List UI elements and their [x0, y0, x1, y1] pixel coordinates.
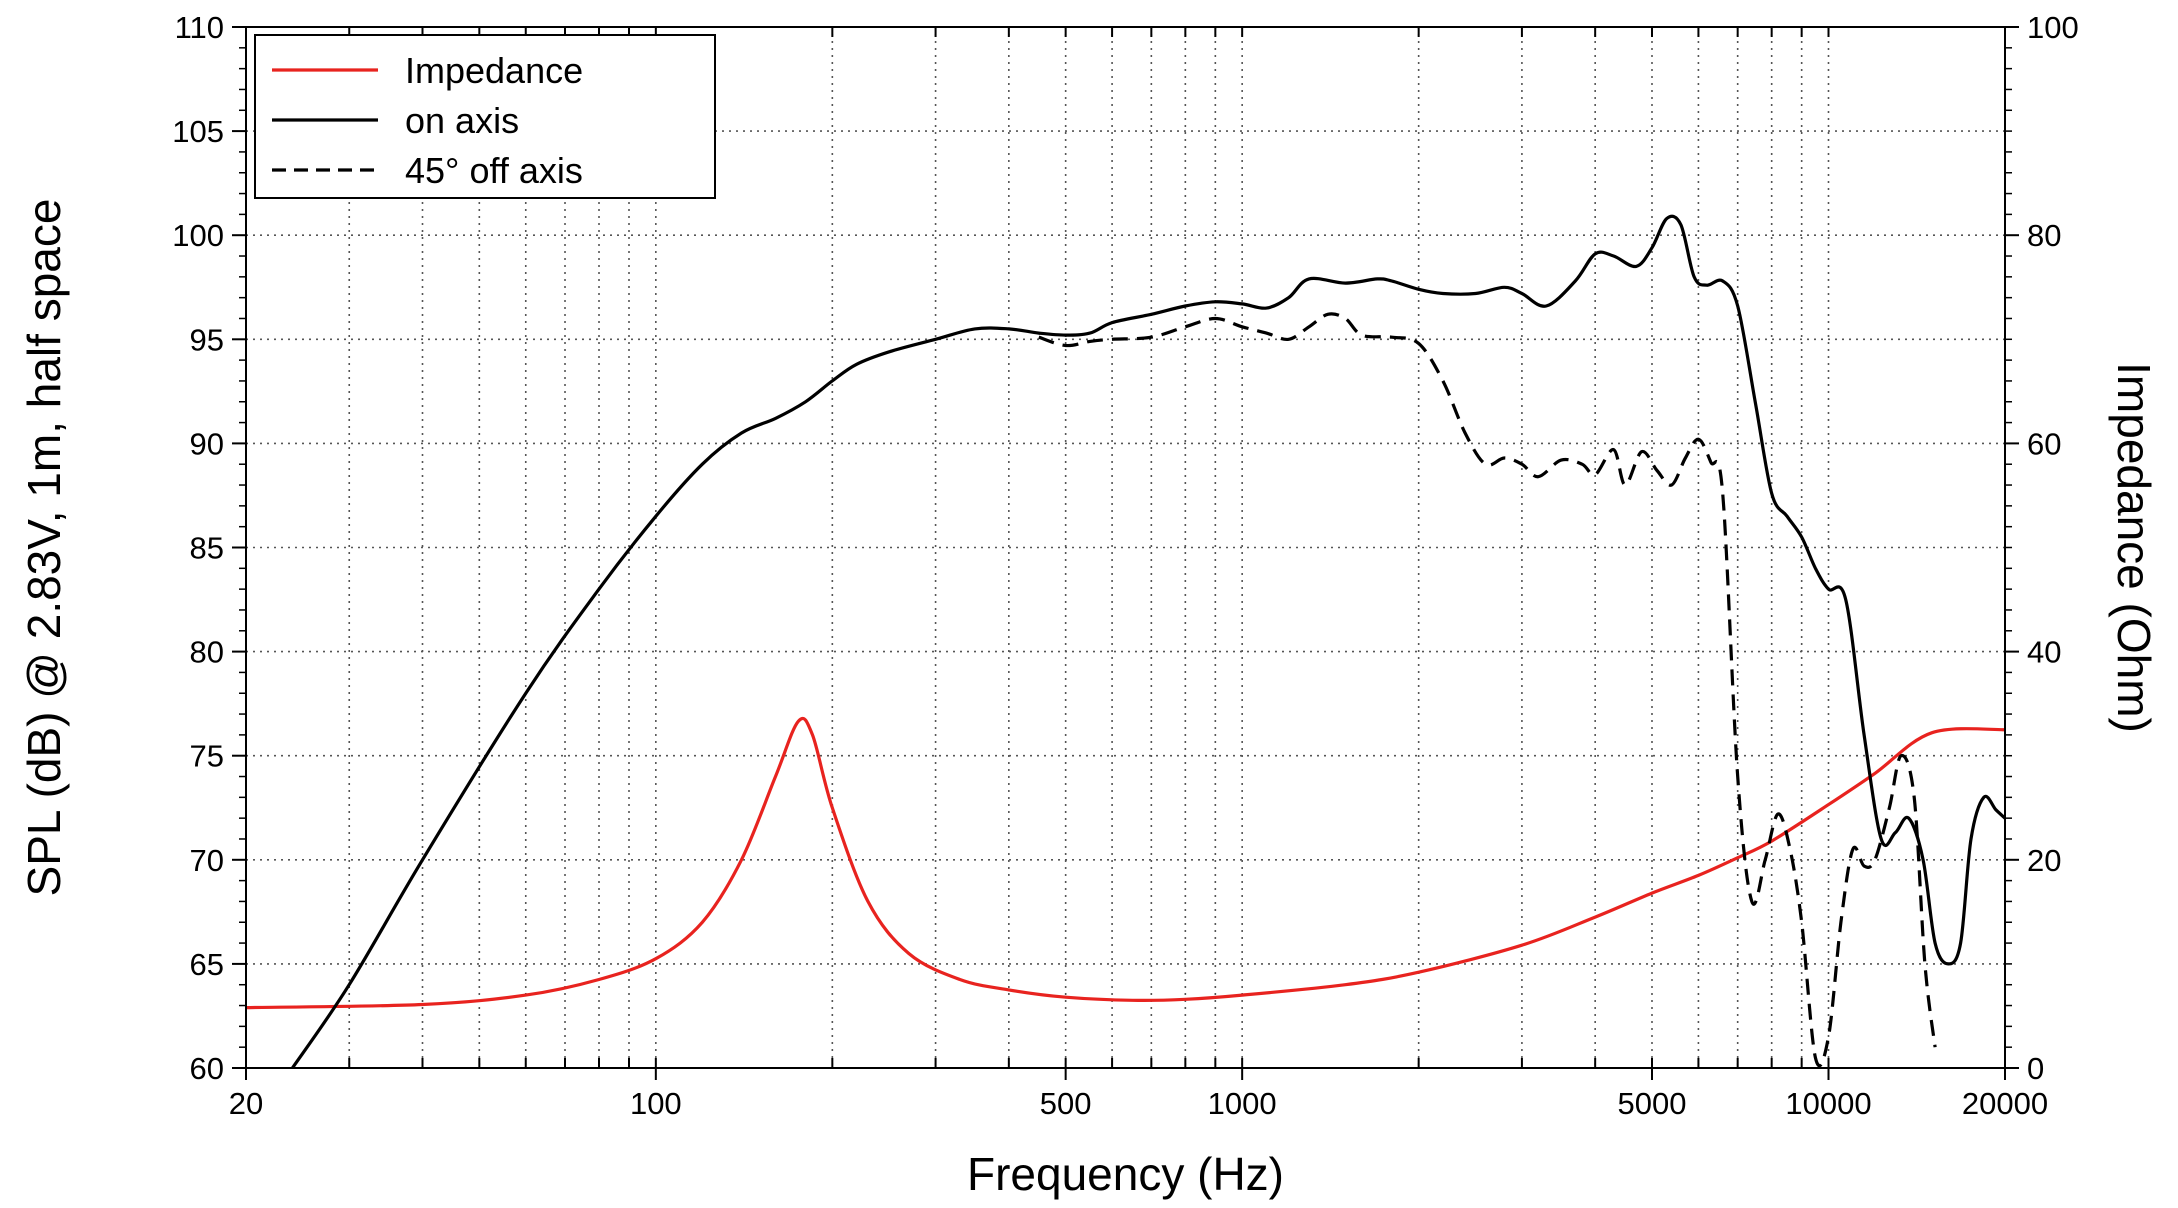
axis-ticks	[232, 26, 2019, 1080]
y-tick-label: 80	[190, 635, 224, 670]
x-tick-label: 5000	[1618, 1086, 1687, 1121]
y2-tick-label: 20	[2027, 843, 2061, 878]
legend: Impedance on axis 45° off axis	[254, 34, 716, 199]
x-tick-label: 1000	[1208, 1086, 1277, 1121]
legend-label-impedance: Impedance	[405, 50, 583, 91]
y-tick-label: 90	[190, 426, 224, 461]
x-tick-label: 20000	[1962, 1086, 2048, 1121]
y2-tick-label: 0	[2027, 1051, 2044, 1086]
y-tick-label: 60	[190, 1051, 224, 1086]
tick-labels: 60 65 70 75 80 85 90 95 100 105 110 0 20 40 60 80 100 20 1…	[172, 10, 2078, 1121]
x-tick-label: 20	[229, 1086, 263, 1121]
x-tick-label: 500	[1040, 1086, 1092, 1121]
y-tick-label: 100	[172, 218, 224, 253]
legend-box	[254, 34, 716, 199]
y-axis-title: SPL (dB) @ 2.83V, 1m, half space	[18, 199, 70, 897]
x-tick-label: 10000	[1785, 1086, 1871, 1121]
y-tick-label: 85	[190, 531, 224, 566]
legend-label-on-axis: on axis	[405, 100, 519, 141]
y2-tick-label: 60	[2027, 426, 2061, 461]
y-tick-label: 75	[190, 739, 224, 774]
legend-label-off-axis: 45° off axis	[405, 150, 583, 191]
y-tick-label: 110	[175, 10, 224, 45]
y2-tick-label: 100	[2027, 10, 2079, 45]
x-axis-title: Frequency (Hz)	[967, 1148, 1284, 1200]
y-tick-label: 65	[190, 947, 224, 982]
y-tick-label: 70	[190, 843, 224, 878]
x-tick-label: 100	[630, 1086, 682, 1121]
series-line-impedance	[246, 716, 2005, 1010]
series-line-on-axis	[291, 214, 2005, 1068]
y2-axis-title: Impedance (Ohm)	[2108, 362, 2160, 733]
y-tick-label: 95	[190, 322, 224, 357]
y2-tick-label: 80	[2027, 218, 2061, 253]
series-lines	[246, 214, 2005, 1068]
y2-tick-label: 40	[2027, 635, 2061, 670]
y-tick-label: 105	[172, 114, 224, 149]
series-line-45-off-axis	[1038, 312, 1937, 1068]
